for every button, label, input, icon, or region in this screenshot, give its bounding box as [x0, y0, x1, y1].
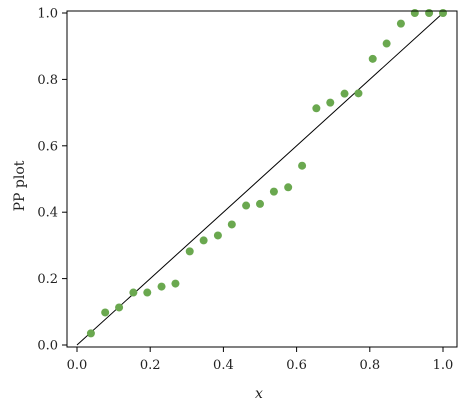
data-point [185, 247, 194, 256]
x-tick-label: 1.0 [433, 358, 454, 373]
data-point [256, 199, 264, 208]
data-point [312, 104, 321, 113]
data-point [269, 187, 278, 196]
data-point [396, 19, 405, 28]
data-point [129, 288, 138, 297]
data-point [227, 220, 236, 229]
data-point [171, 279, 180, 288]
data-point [143, 288, 152, 297]
x-tick-label: 0.4 [213, 358, 234, 373]
y-tick-label: 0.6 [37, 139, 58, 154]
y-tick-label: 0.2 [37, 272, 58, 287]
data-point [368, 54, 377, 63]
y-tick-label: 0.0 [37, 339, 58, 354]
data-point [354, 89, 363, 98]
plot-area [76, 9, 447, 346]
data-point [439, 9, 447, 17]
data-point [242, 201, 251, 210]
data-point [86, 329, 95, 338]
data-point [382, 39, 391, 48]
data-point [340, 89, 349, 98]
x-tick-label: 0.2 [140, 358, 161, 373]
data-point [101, 308, 110, 317]
data-point [425, 9, 434, 17]
y-tick-label: 1.0 [37, 7, 58, 22]
labels: x PP plot [12, 160, 263, 402]
data-point [115, 303, 124, 312]
data-point [284, 183, 293, 192]
x-tick-label: 0.6 [286, 358, 307, 373]
data-point [326, 98, 335, 107]
y-tick-label: 0.8 [37, 73, 58, 88]
y-axis-title: PP plot [12, 160, 28, 211]
x-tick-label: 0.0 [67, 358, 88, 373]
data-point [410, 9, 419, 17]
axes: 0.0 0.2 0.4 0.6 0.8 1.0 0.0 0.2 0.4 0.6 0.8 1.0 [37, 7, 458, 373]
data-point [298, 161, 307, 170]
reference-line [76, 12, 444, 346]
data-point [213, 231, 222, 240]
y-tick-label: 0.4 [37, 206, 58, 221]
data-point [199, 236, 208, 245]
x-axis-title: x [255, 386, 263, 402]
x-tick-label: 0.8 [359, 358, 380, 373]
data-point [157, 282, 166, 291]
plot-frame [66, 10, 458, 348]
